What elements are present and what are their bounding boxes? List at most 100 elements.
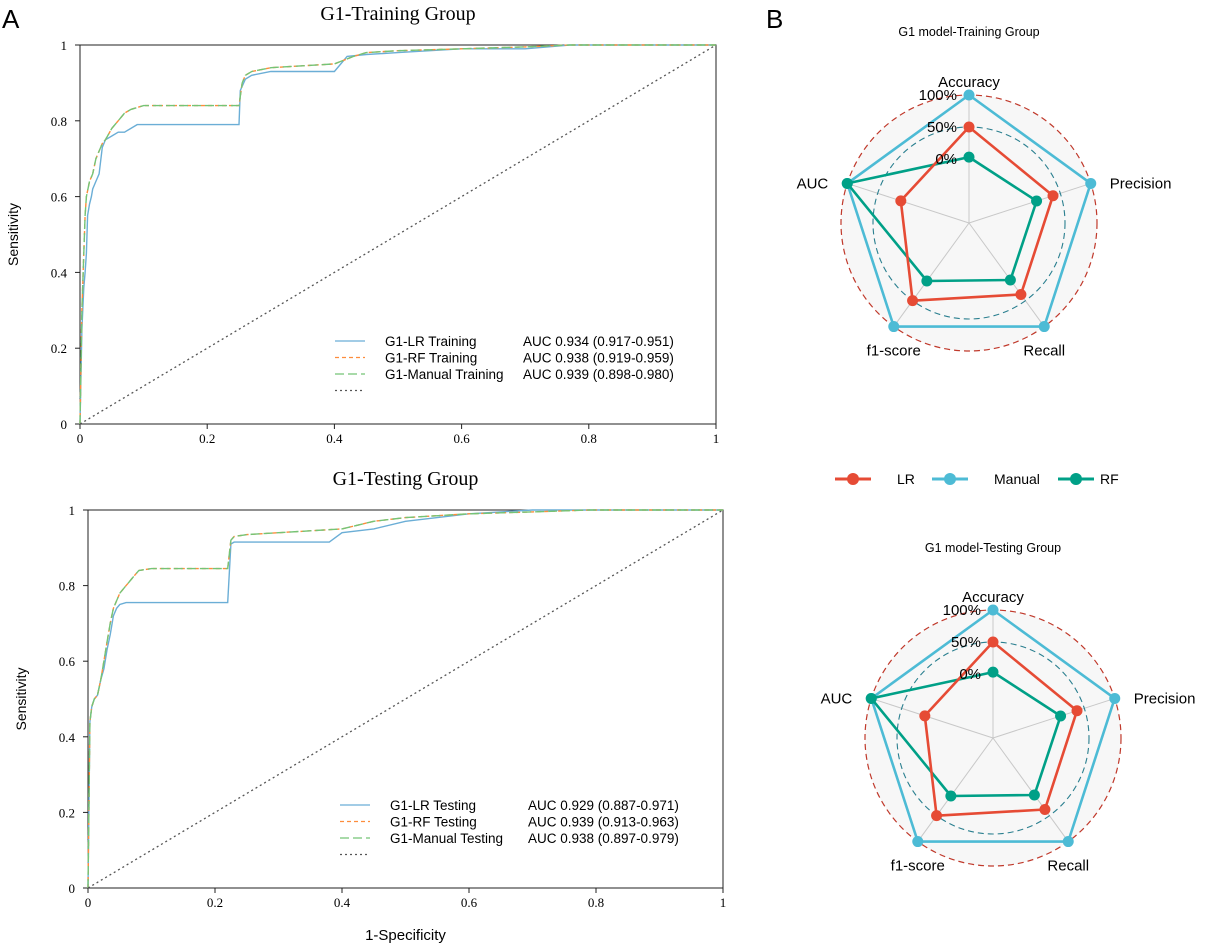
radar-point-lr (963, 121, 975, 133)
x-tick-label: 0 (85, 895, 92, 910)
radar-series-manual (845, 93, 1092, 328)
radar-point-lr (895, 195, 907, 207)
panel-label-b: B (766, 4, 783, 34)
y-tick-label: 1 (61, 38, 68, 53)
y-tick-label: 0.8 (59, 579, 75, 594)
radar-spoke (871, 697, 994, 739)
radar-point-rf (945, 790, 957, 802)
y-axis-label: Sensitivity (5, 203, 21, 266)
x-tick-label: 0.8 (581, 431, 597, 446)
radar-spoke (992, 737, 1069, 842)
radar-point-manual (1062, 836, 1074, 848)
radar-point-rf (841, 177, 853, 189)
radar-title: G1 model-Training Group (898, 25, 1039, 39)
reference-diagonal-line (79, 44, 717, 425)
radar-spoke (992, 697, 1115, 739)
roc-curve-manual (87, 509, 723, 889)
y-tick-label: 0.4 (59, 730, 76, 745)
radar-series-lr (899, 125, 1055, 303)
x-tick-label: 0.6 (453, 431, 470, 446)
roc-curve-manual (79, 44, 716, 425)
x-tick-label: 0.4 (334, 895, 351, 910)
radar-title: G1 model-Testing Group (925, 541, 1061, 555)
x-tick-label: 1 (713, 431, 720, 446)
radar-ring-label: 100% (943, 602, 981, 619)
legend-auc: AUC 0.934 (0.917-0.951) (523, 334, 674, 349)
radar-spoke (968, 222, 1045, 327)
legend-label-rf: RF (1100, 471, 1119, 487)
radar-point-rf (921, 275, 933, 287)
y-tick-label: 0.4 (51, 265, 68, 280)
legend-label: G1-LR Training (385, 334, 477, 349)
radar-point-lr (1047, 190, 1059, 202)
y-tick-label: 0.2 (59, 805, 75, 820)
radar-axis-label: AUC (821, 690, 853, 707)
legend-marker-manual (944, 473, 956, 485)
legend-auc: AUC 0.939 (0.913-0.963) (528, 815, 679, 830)
y-tick-label: 0.8 (51, 114, 67, 129)
legend-label: G1-Manual Training (385, 367, 504, 382)
radar-point-manual (1038, 321, 1050, 333)
radar-series-manual (869, 608, 1116, 843)
panel-label-a: A (2, 4, 20, 34)
radar-point-rf (1055, 710, 1067, 722)
roc-testing-chart: G1-Testing Group 0 0.2 0.4 0.6 0.8 1 0 0.2 0.4 0.6… (13, 468, 726, 944)
x-tick-label: 0.2 (199, 431, 215, 446)
radar-axis-label: Precision (1134, 690, 1196, 707)
chart-title: G1-Testing Group (333, 468, 479, 490)
y-tick-label: 0.2 (51, 341, 67, 356)
radar-axis-label: f1-score (867, 343, 921, 360)
radar-point-manual (987, 604, 999, 616)
radar-ring-label: 0% (959, 666, 981, 683)
y-tick-label: 1 (69, 503, 76, 518)
radar-axis-label: AUC (797, 175, 829, 192)
chart-title: G1-Training Group (320, 3, 475, 25)
radar-point-manual (963, 89, 975, 101)
radar-point-lr (1015, 288, 1027, 300)
legend-label: G1-Manual Testing (390, 831, 503, 846)
roc-curve-lr (79, 44, 716, 425)
radar-axis-label: Precision (1110, 175, 1172, 192)
radar-point-manual (1085, 177, 1097, 189)
x-tick-label: 0 (77, 431, 84, 446)
roc-training-chart: G1-Training Group 0 0.2 0.4 0.6 0.8 1 0 0.2 0.4 0.… (5, 3, 719, 446)
legend-auc: AUC 0.938 (0.919-0.959) (523, 351, 674, 366)
y-tick-label: 0 (61, 417, 68, 432)
legend-marker-lr (847, 473, 859, 485)
radar-point-rf (865, 692, 877, 704)
radar-point-lr (931, 810, 943, 822)
radar-axis-label: Accuracy (962, 589, 1024, 606)
radar-point-lr (987, 636, 999, 648)
radar-point-manual (888, 321, 900, 333)
radar-axis-label: Recall (1047, 858, 1089, 875)
legend-label: G1-RF Training (385, 351, 477, 366)
reference-diagonal-line (87, 509, 724, 889)
radar-spoke (847, 182, 970, 224)
radar-point-rf (1031, 195, 1043, 207)
radar-spoke (917, 737, 994, 842)
y-axis-label: Sensitivity (13, 667, 29, 730)
radar-ring-label: 100% (919, 87, 957, 104)
radar-training-chart: G1 model-Training Group 0% 50% 100%Accuracy… (797, 25, 1172, 360)
radar-point-lr (1071, 705, 1083, 717)
radar-axis-label: Accuracy (938, 74, 1000, 91)
radar-axis-label: Recall (1023, 343, 1065, 360)
radar-spoke (968, 182, 1091, 224)
radar-point-rf (963, 151, 975, 163)
radar-point-lr (907, 295, 919, 307)
x-tick-label: 0.2 (207, 895, 223, 910)
legend-label: G1-LR Testing (390, 798, 476, 813)
radar-point-rf (1028, 789, 1040, 801)
plot-frame (87, 509, 724, 889)
radar-point-lr (919, 710, 931, 722)
x-tick-label: 1 (720, 895, 727, 910)
radar-ring-label: 0% (935, 151, 957, 168)
legend-label-lr: LR (897, 471, 915, 487)
x-tick-label: 0.8 (588, 895, 604, 910)
radar-spoke (893, 222, 970, 327)
radar-point-lr (1039, 803, 1051, 815)
radar-axis-label: f1-score (891, 858, 945, 875)
radar-point-manual (1109, 692, 1121, 704)
radar-series-rf (869, 670, 1062, 798)
